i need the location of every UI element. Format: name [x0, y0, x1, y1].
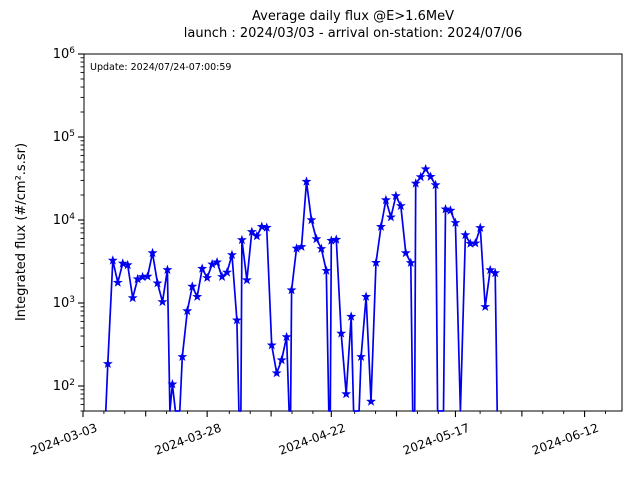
marker-group [102, 163, 501, 406]
star-marker [475, 222, 486, 232]
star-marker [256, 221, 267, 231]
star-marker [152, 278, 163, 288]
star-marker [381, 194, 391, 205]
star-marker [202, 272, 213, 282]
star-marker [212, 257, 222, 267]
x-tick-label: 2024-06-12 [530, 421, 600, 458]
x-tick-label: 2024-03-28 [153, 421, 223, 458]
star-marker [410, 178, 421, 188]
star-marker [321, 265, 332, 275]
star-marker [222, 267, 232, 277]
star-marker [316, 243, 327, 253]
star-marker [217, 271, 227, 281]
star-marker [336, 328, 347, 338]
star-marker [291, 243, 302, 253]
star-marker [306, 214, 317, 225]
star-marker [376, 221, 386, 231]
star-marker [296, 241, 307, 251]
star-marker [450, 217, 461, 227]
star-marker [490, 267, 501, 278]
star-marker [177, 351, 188, 361]
star-marker [167, 379, 178, 389]
star-marker [112, 277, 123, 287]
star-marker [371, 257, 381, 267]
star-marker [102, 358, 113, 368]
star-marker [341, 388, 352, 399]
y-tick-label: 103 [53, 295, 75, 311]
star-marker [356, 351, 366, 361]
star-marker [266, 340, 277, 350]
star-marker [440, 204, 451, 214]
star-marker [301, 176, 312, 186]
star-marker [395, 200, 406, 211]
y-tick-label: 102 [53, 378, 75, 394]
star-marker [465, 238, 476, 248]
star-marker [147, 247, 158, 258]
chart-subtitle: launch : 2024/03/03 - arrival on-station… [183, 26, 523, 41]
star-marker [400, 247, 411, 258]
star-marker [311, 233, 322, 244]
star-marker [405, 257, 416, 267]
x-tick-label: 2024-04-22 [277, 421, 347, 458]
star-marker [420, 163, 431, 174]
star-marker [281, 331, 292, 342]
star-marker [271, 367, 282, 378]
star-marker [276, 354, 287, 365]
star-marker [137, 271, 148, 282]
x-tick-label: 2024-05-17 [401, 421, 471, 458]
star-marker [286, 284, 297, 295]
y-axis-label: Integrated flux (#/cm².s.sr) [14, 143, 29, 321]
star-marker [122, 259, 133, 270]
star-marker [132, 273, 143, 284]
star-marker [251, 230, 262, 241]
star-marker [385, 212, 396, 222]
star-marker [162, 264, 173, 274]
star-marker [346, 311, 357, 321]
chart-title: Average daily flux @E>1.6MeV [252, 9, 454, 24]
y-tick-label: 104 [53, 212, 76, 228]
star-marker [246, 226, 257, 236]
star-marker [261, 222, 272, 232]
x-tick-label: 2024-03-03 [29, 421, 99, 458]
star-marker [445, 205, 456, 215]
star-marker [127, 292, 138, 303]
star-marker [470, 238, 481, 248]
star-marker [241, 274, 252, 285]
star-marker [187, 281, 198, 291]
star-marker [390, 190, 401, 201]
star-marker [182, 305, 193, 316]
star-marker [157, 296, 168, 307]
star-marker [331, 234, 342, 244]
star-marker [425, 171, 436, 181]
star-marker [361, 291, 371, 301]
star-marker [415, 171, 426, 182]
star-marker [326, 235, 337, 245]
star-marker [192, 291, 203, 301]
star-marker [480, 301, 491, 311]
star-marker [366, 396, 376, 406]
star-marker [227, 249, 237, 260]
star-marker [485, 264, 496, 275]
star-marker [232, 315, 242, 325]
update-annotation: Update: 2024/07/24-07:00:59 [90, 62, 232, 73]
star-marker [117, 258, 128, 268]
star-marker [107, 255, 118, 265]
star-marker [430, 179, 441, 190]
star-marker [142, 271, 153, 281]
star-marker [237, 234, 247, 245]
star-marker [207, 259, 218, 269]
star-marker [197, 263, 208, 273]
y-tick-label: 106 [53, 46, 76, 62]
star-marker [460, 229, 471, 240]
plot-area [83, 53, 623, 412]
y-tick-label: 105 [53, 129, 75, 145]
